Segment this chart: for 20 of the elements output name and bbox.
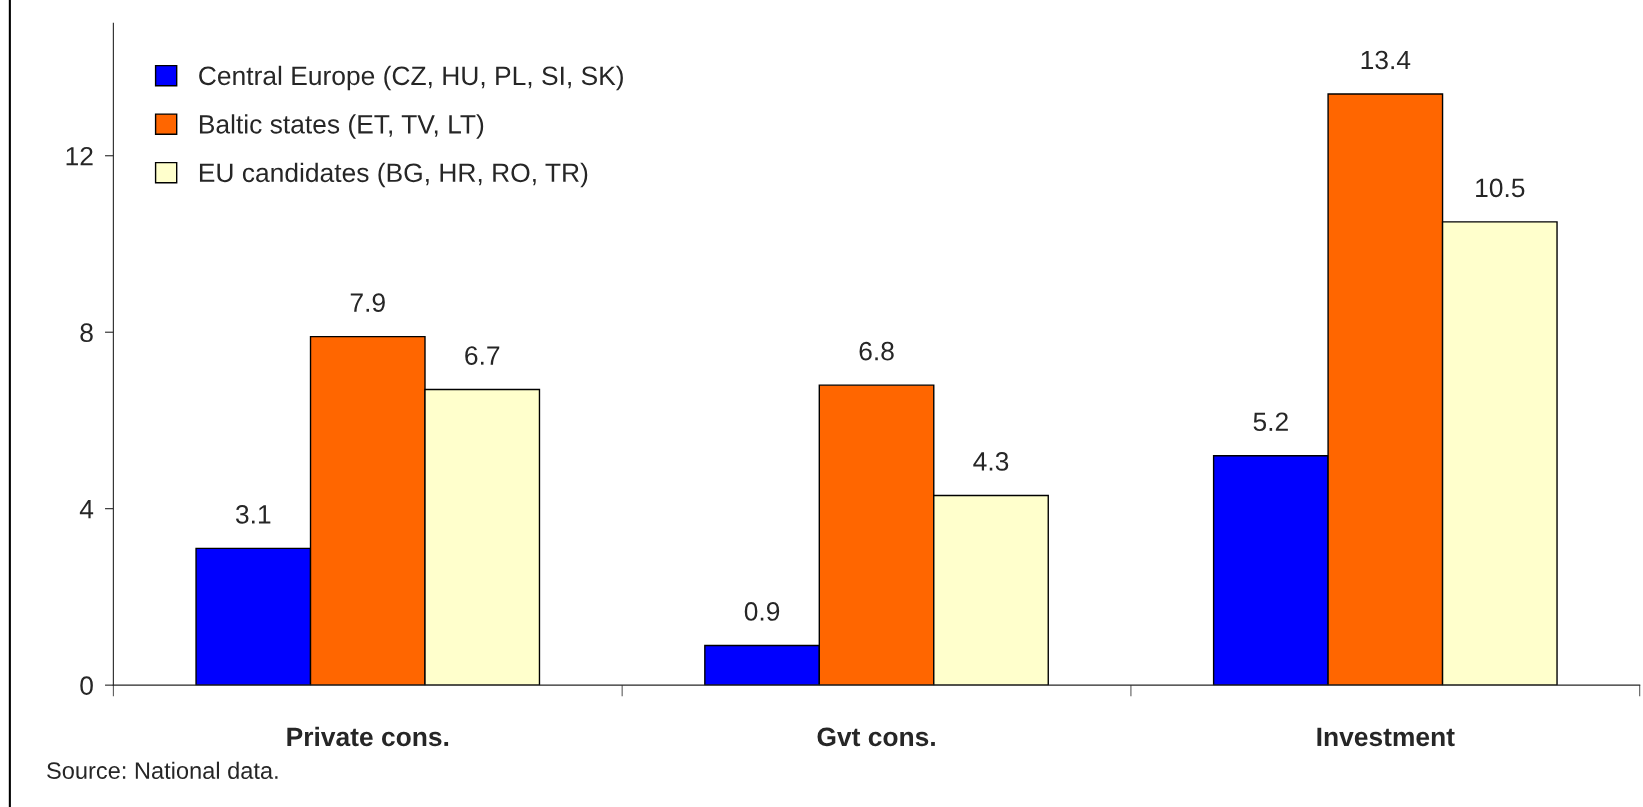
- y-tick-label: 4: [79, 500, 94, 519]
- x-tick-label: Gvt cons.: [817, 727, 935, 747]
- data-label: 7.9: [350, 293, 385, 312]
- data-label: 3.1: [235, 505, 271, 524]
- data-label: 5.2: [1253, 412, 1288, 432]
- legend-label: EU candidates (BG, HR, RO, TR): [199, 162, 588, 188]
- data-label: 4.3: [973, 452, 1009, 471]
- legend-label: Baltic states (ET, TV, LT): [199, 114, 484, 139]
- data-label: 6.8: [859, 341, 894, 361]
- legend-label: Central Europe (CZ, HU, PL, SI, SK): [199, 65, 623, 91]
- data-label: 6.7: [465, 346, 500, 365]
- y-tick-label: 12: [66, 146, 93, 166]
- data-label: 10.5: [1476, 178, 1525, 198]
- data-label: 13.4: [1361, 50, 1411, 70]
- source-note: Source: National data.: [47, 761, 278, 779]
- x-tick-label: Investment: [1317, 727, 1455, 747]
- data-label: 0.9: [744, 602, 780, 621]
- y-tick-label: 8: [80, 323, 93, 343]
- y-tick-label: 0: [80, 676, 93, 695]
- x-tick-label: Private cons.: [287, 726, 449, 747]
